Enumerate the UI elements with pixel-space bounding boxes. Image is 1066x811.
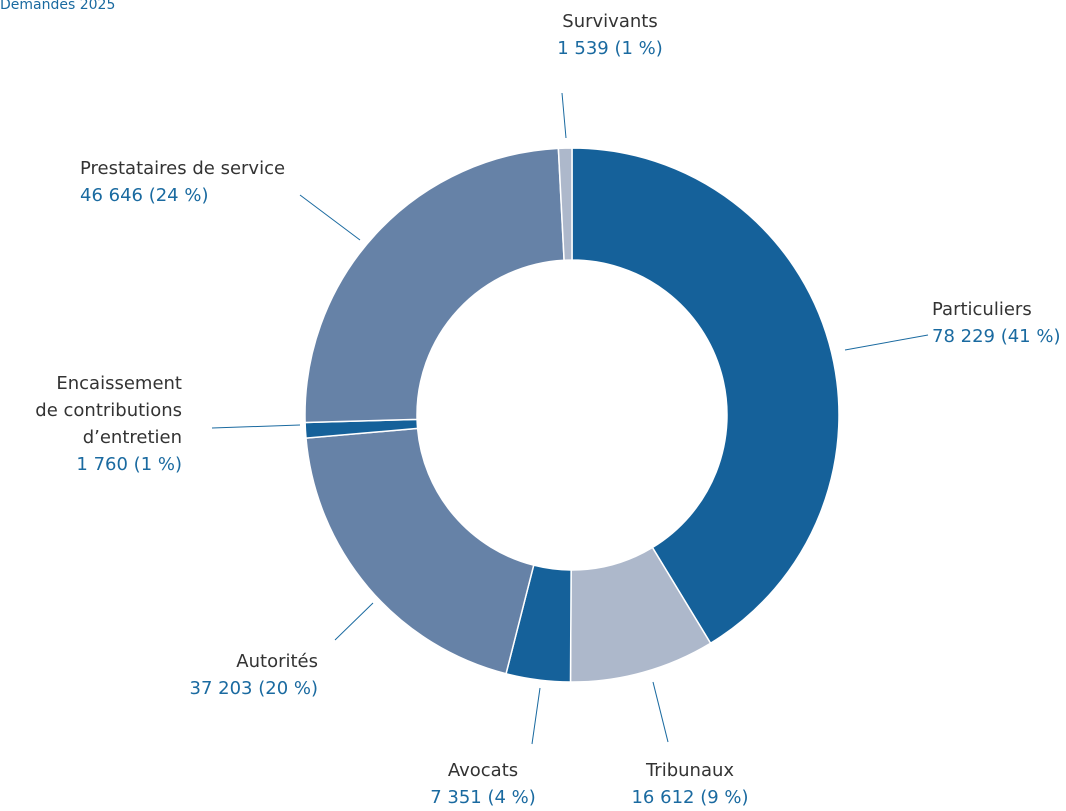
slice-label: Prestataires de service 46 646 (24 %) (80, 155, 400, 209)
leader-line (334, 602, 374, 641)
slice-label: Survivants 1 539 (1 %) (450, 8, 770, 62)
leader-line (299, 194, 361, 241)
leader-line (844, 334, 929, 351)
category-label: Prestataires de service (80, 158, 286, 179)
slice-label: Encaissement de contributions d’entretie… (0, 370, 182, 478)
donut-slice (557, 147, 573, 261)
category-label: Tribunaux (645, 760, 735, 781)
category-label: Survivants (562, 11, 658, 32)
leader-line (211, 424, 301, 429)
value-label: 1 539 (1 %) (557, 38, 663, 59)
donut-slice (571, 147, 840, 645)
value-label: 78 229 (41 %) (932, 326, 1061, 347)
donut-slice (304, 147, 565, 424)
category-label: Avocats (447, 760, 519, 781)
category-label: Encaissement de contributions d’entretie… (35, 373, 182, 448)
slice-label: Tribunaux 16 612 (9 %) (530, 757, 850, 811)
value-label: 1 760 (1 %) (76, 454, 182, 475)
category-label: Particuliers (932, 299, 1032, 320)
value-label: 37 203 (20 %) (189, 678, 318, 699)
slice-label: Particuliers 78 229 (41 %) (932, 296, 1066, 350)
donut-slice (305, 427, 535, 675)
leader-line (652, 681, 669, 743)
slice-label: Autorités 37 203 (20 %) (0, 648, 318, 702)
value-label: 16 612 (9 %) (631, 787, 749, 808)
category-label: Autorités (236, 651, 318, 672)
chart-title: Demandes 2025 (0, 0, 116, 13)
leader-line (561, 92, 567, 139)
leader-line (531, 687, 541, 745)
value-label: 46 646 (24 %) (80, 185, 209, 206)
value-label: 7 351 (4 %) (430, 787, 536, 808)
slice-label: Avocats 7 351 (4 %) (323, 757, 643, 811)
